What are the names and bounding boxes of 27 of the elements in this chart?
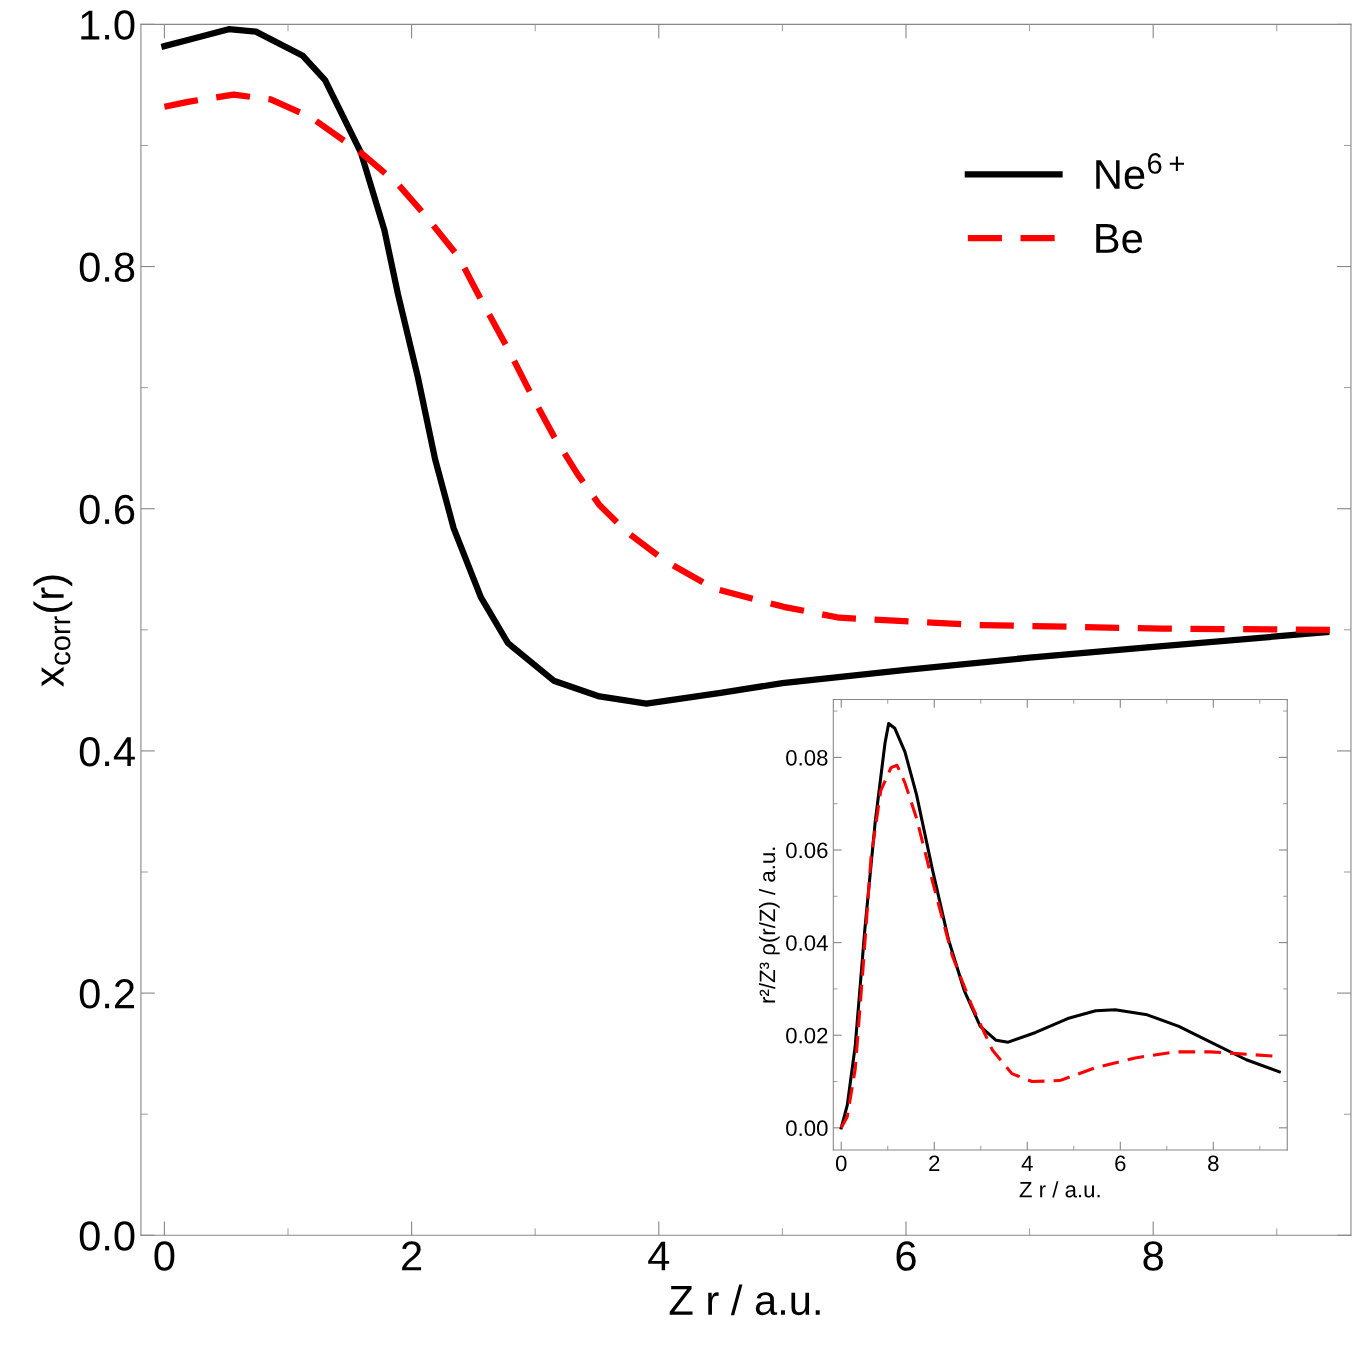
- y-axis-title: x$_{corr}$(r): [33, 575, 73, 687]
- x-tick-label: 0: [154, 1241, 175, 1271]
- x-tick-label: 0: [835, 1155, 847, 1172]
- legend-label: Be: [1096, 224, 1142, 254]
- y-tick-label: 0.04: [786, 935, 828, 951]
- x-tick-label: 8: [1143, 1241, 1163, 1271]
- y-axis-title: r²/Z³ ρ(r/Z) / a.u.: [758, 847, 780, 1003]
- x-tick-label: 8: [1208, 1155, 1219, 1172]
- y-tick-label: 1.0: [81, 10, 135, 40]
- y-tick-label: 0.2: [79, 979, 134, 1009]
- y-tick-label: 0.08: [786, 749, 828, 766]
- x-tick-label: 4: [1021, 1155, 1033, 1172]
- x-tick-label: 2: [929, 1155, 940, 1172]
- x-axis-title: Z r / a.u.: [669, 1284, 820, 1316]
- y-tick-label: 0.4: [79, 736, 135, 767]
- x-tick-label: 6: [1115, 1155, 1126, 1172]
- y-tick-label: 0.06: [786, 842, 828, 859]
- x-tick-label: 2: [402, 1241, 422, 1271]
- x-tick-label: 4: [648, 1241, 670, 1271]
- y-tick-label: 0.00: [786, 1120, 828, 1137]
- y-tick-label: 0.6: [79, 494, 135, 525]
- x-tick-label: 6: [896, 1241, 916, 1271]
- y-tick-label: 0.8: [79, 252, 135, 283]
- legend-label: Ne$^{6+}$: [1096, 153, 1184, 190]
- y-tick-label: 0.02: [786, 1027, 828, 1044]
- y-tick-label: 0.0: [79, 1221, 135, 1251]
- x-axis-title: Z r / a.u.: [1019, 1181, 1100, 1198]
